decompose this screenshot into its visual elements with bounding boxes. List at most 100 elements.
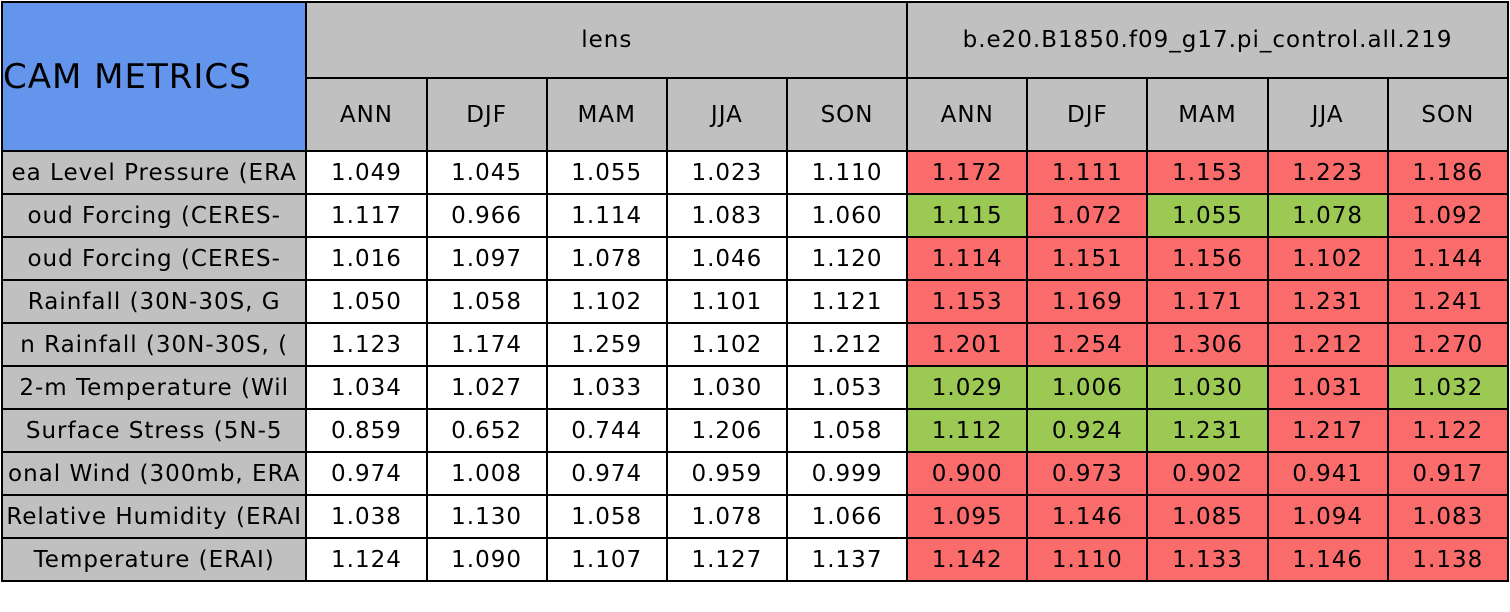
value-cell: 1.124 <box>305 537 428 582</box>
data-row: onal Wind (300mb, ERA 0.974 1.008 0.974 0.95… <box>0 451 1510 496</box>
value-cell: 1.146 <box>1266 537 1389 582</box>
value-cell: 1.120 <box>785 236 909 281</box>
value-cell: 0.924 <box>1026 408 1149 453</box>
data-row: Surface Stress (5N-5 0.859 0.652 0.744 1.206… <box>0 408 1510 453</box>
row-label: onal Wind (300mb, ERA <box>8 460 301 487</box>
value-cell: 1.123 <box>305 322 428 367</box>
value-cell: 1.101 <box>665 279 788 324</box>
value-cell: 0.902 <box>1146 451 1269 496</box>
value-cell: 1.169 <box>1026 279 1149 324</box>
season-header: DJF <box>425 77 548 152</box>
value-cell: 0.652 <box>425 408 548 453</box>
row-label-cell: Surface Stress (5N-5 <box>0 408 308 453</box>
value-cell: 1.144 <box>1386 236 1510 281</box>
season-header: ANN <box>906 77 1029 152</box>
value-cell: 1.306 <box>1146 322 1269 367</box>
value-cell: 0.974 <box>305 451 428 496</box>
metrics-table: CAM METRICS lens b.e20.B1850.f09_g17.pi_… <box>0 1 1510 582</box>
value-cell: 1.130 <box>425 494 548 539</box>
row-label: 2-m Temperature (Wil <box>19 374 290 401</box>
row-label-cell: Relative Humidity (ERAI <box>0 494 308 539</box>
value-cell: 1.231 <box>1146 408 1269 453</box>
value-cell: 1.121 <box>785 279 909 324</box>
value-cell: 1.270 <box>1386 322 1510 367</box>
value-cell: 1.078 <box>665 494 788 539</box>
value-cell: 1.006 <box>1026 365 1149 410</box>
value-cell: 1.050 <box>305 279 428 324</box>
season-header: JJA <box>665 77 788 152</box>
value-cell: 1.212 <box>1266 322 1389 367</box>
data-row: oud Forcing (CERES- 1.117 0.966 1.114 1.083 1… <box>0 193 1510 238</box>
row-label: Temperature (ERAI) <box>33 546 275 573</box>
value-cell: 0.966 <box>425 193 548 238</box>
value-cell: 1.032 <box>1386 365 1510 410</box>
row-label: Relative Humidity (ERAI <box>6 503 303 530</box>
value-cell: 1.138 <box>1386 537 1510 582</box>
row-label: ea Level Pressure (ERA <box>11 159 297 186</box>
data-row: Relative Humidity (ERAI 1.038 1.130 1.058 1.… <box>0 494 1510 539</box>
data-row: oud Forcing (CERES- 1.016 1.097 1.078 1.046 1… <box>0 236 1510 281</box>
value-cell: 1.146 <box>1026 494 1149 539</box>
row-label-cell: ea Level Pressure (ERA <box>0 150 308 195</box>
value-cell: 1.114 <box>545 193 668 238</box>
value-cell: 1.137 <box>785 537 909 582</box>
row-label: Surface Stress (5N-5 <box>25 417 283 444</box>
value-cell: 1.092 <box>1386 193 1510 238</box>
value-cell: 1.115 <box>906 193 1029 238</box>
value-cell: 0.917 <box>1386 451 1510 496</box>
value-cell: 1.016 <box>305 236 428 281</box>
season-header: MAM <box>1146 77 1269 152</box>
value-cell: 1.095 <box>906 494 1029 539</box>
value-cell: 1.259 <box>545 322 668 367</box>
value-cell: 0.974 <box>545 451 668 496</box>
corner-title: CAM METRICS <box>0 1 308 152</box>
value-cell: 1.133 <box>1146 537 1269 582</box>
row-label: oud Forcing (CERES- <box>27 202 281 229</box>
value-cell: 1.046 <box>665 236 788 281</box>
data-row: n Rainfall (30N-30S, (1.123 1.174 1.259 1.1… <box>0 322 1510 367</box>
row-label-cell: Temperature (ERAI) <box>0 537 308 582</box>
value-cell: 1.231 <box>1266 279 1389 324</box>
value-cell: 1.156 <box>1146 236 1269 281</box>
data-row: 2-m Temperature (Wil 1.034 1.027 1.033 1.030… <box>0 365 1510 410</box>
row-label: oud Forcing (CERES- <box>27 245 281 272</box>
value-cell: 1.172 <box>906 150 1029 195</box>
value-cell: 1.206 <box>665 408 788 453</box>
data-row: ea Level Pressure (ERA 1.049 1.045 1.055 1.0… <box>0 150 1510 195</box>
value-cell: 1.114 <box>906 236 1029 281</box>
value-cell: 1.053 <box>785 365 909 410</box>
value-cell: 1.241 <box>1386 279 1510 324</box>
group-header: b.e20.B1850.f09_g17.pi_control.all.219 <box>906 1 1509 79</box>
data-row: Rainfall (30N-30S, G 1.050 1.058 1.102 1.101… <box>0 279 1510 324</box>
value-cell: 1.030 <box>665 365 788 410</box>
value-cell: 1.066 <box>785 494 909 539</box>
value-cell: 1.102 <box>665 322 788 367</box>
value-cell: 0.959 <box>665 451 788 496</box>
value-cell: 1.212 <box>785 322 909 367</box>
value-cell: 1.029 <box>906 365 1029 410</box>
value-cell: 1.110 <box>785 150 909 195</box>
value-cell: 1.153 <box>1146 150 1269 195</box>
value-cell: 1.033 <box>545 365 668 410</box>
value-cell: 0.941 <box>1266 451 1389 496</box>
value-cell: 1.078 <box>1266 193 1389 238</box>
value-cell: 1.058 <box>545 494 668 539</box>
row-label-cell: oud Forcing (CERES- <box>0 193 308 238</box>
value-cell: 1.217 <box>1266 408 1389 453</box>
row-label-cell: 2-m Temperature (Wil <box>0 365 308 410</box>
value-cell: 1.153 <box>906 279 1029 324</box>
value-cell: 1.102 <box>545 279 668 324</box>
value-cell: 1.090 <box>425 537 548 582</box>
value-cell: 1.060 <box>785 193 909 238</box>
value-cell: 1.122 <box>1386 408 1510 453</box>
value-cell: 1.097 <box>425 236 548 281</box>
value-cell: 1.127 <box>665 537 788 582</box>
value-cell: 1.030 <box>1146 365 1269 410</box>
value-cell: 1.078 <box>545 236 668 281</box>
row-label-cell: Rainfall (30N-30S, G <box>0 279 308 324</box>
value-cell: 0.744 <box>545 408 668 453</box>
season-header: ANN <box>305 77 428 152</box>
value-cell: 1.008 <box>425 451 548 496</box>
value-cell: 0.973 <box>1026 451 1149 496</box>
